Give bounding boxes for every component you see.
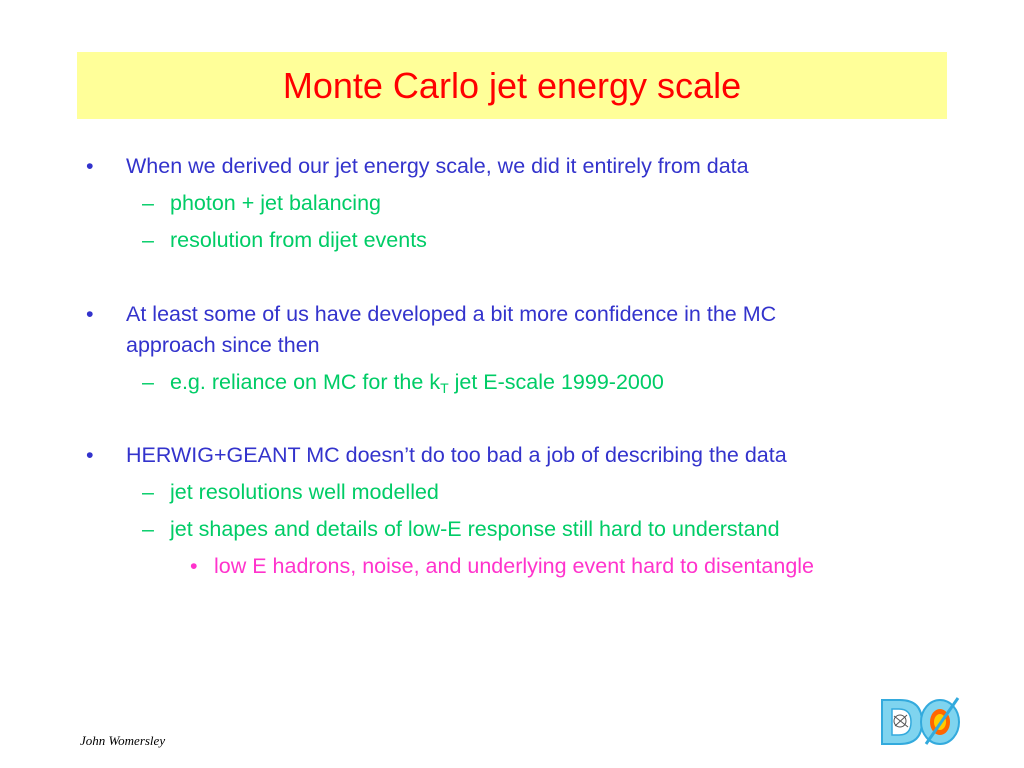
- bullet-3-text: HERWIG+GEANT MC doesn’t do too bad a job…: [126, 443, 787, 467]
- bullet-2-sub-1-text: e.g. reliance on MC for the kT jet E-sca…: [170, 370, 664, 396]
- bullet-1-text: When we derived our jet energy scale, we…: [126, 154, 749, 178]
- text-pre: e.g. reliance on MC for the k: [170, 370, 441, 394]
- bullet-marker: •: [86, 302, 94, 326]
- dash-marker: –: [142, 480, 154, 504]
- dash-marker: –: [142, 191, 154, 215]
- slide-title: Monte Carlo jet energy scale: [282, 64, 742, 106]
- text-post: jet E-scale 1999-2000: [448, 370, 664, 394]
- dash-marker: –: [142, 517, 154, 541]
- dash-marker: –: [142, 370, 154, 394]
- bullet-1-sub-2-text: resolution from dijet events: [170, 228, 427, 252]
- bullet-marker: •: [86, 443, 94, 467]
- bullet-3-subsub-1-text: low E hadrons, noise, and underlying eve…: [214, 554, 815, 578]
- subscript-t: T: [440, 380, 449, 396]
- bullet-2-text-line-1: At least some of us have developed a bit…: [126, 302, 777, 326]
- bullet-marker: •: [86, 154, 94, 178]
- bullet-1-sub-1-text: photon + jet balancing: [170, 191, 381, 215]
- dash-marker: –: [142, 228, 154, 252]
- d0-logo: [881, 697, 960, 745]
- bullet-3-sub-1-text: jet resolutions well modelled: [170, 480, 439, 504]
- author-footer: John Womersley: [80, 733, 166, 748]
- bullet-marker: •: [190, 554, 198, 578]
- bullet-2-text-line-2: approach since then: [126, 333, 320, 357]
- title-box: Monte Carlo jet energy scale: [77, 52, 947, 119]
- bullet-3-sub-2-text: jet shapes and details of low-E response…: [170, 517, 780, 541]
